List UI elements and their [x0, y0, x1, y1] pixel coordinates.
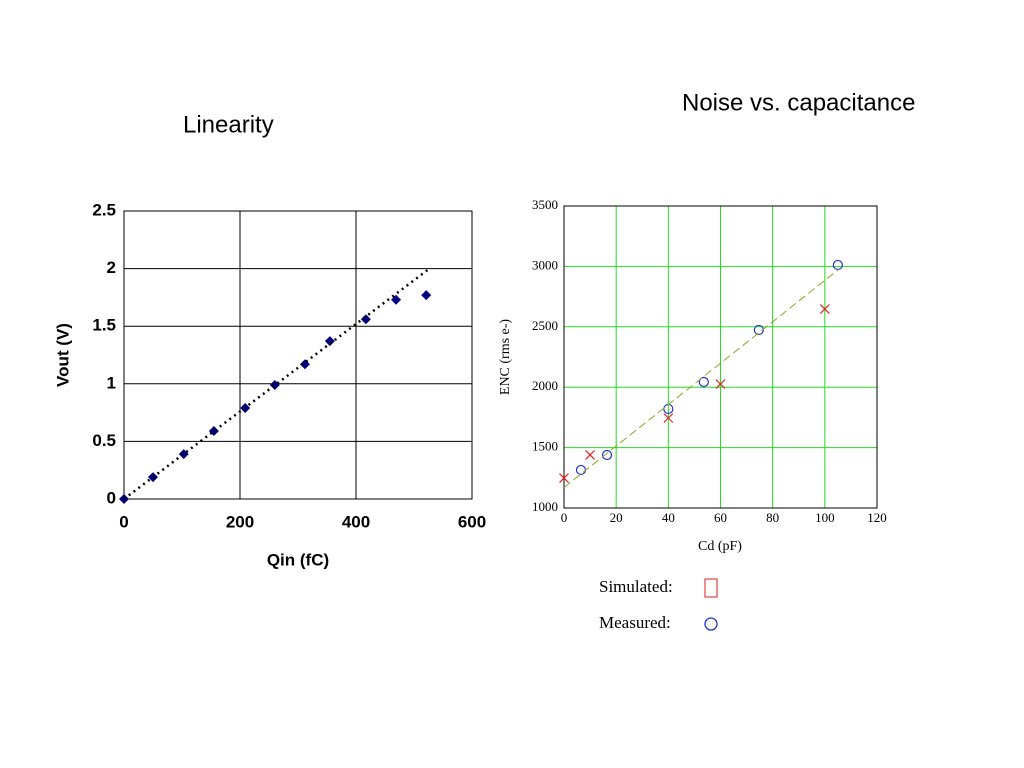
point	[585, 450, 596, 460]
chart-title: Linearity	[183, 111, 274, 138]
y-tick-label: 1500	[532, 439, 558, 454]
legend-marker	[704, 617, 718, 631]
y-tick-label: 1000	[532, 499, 558, 514]
x-tick-label: 400	[342, 512, 370, 531]
x-axis-label: Cd (pF)	[698, 539, 742, 554]
x-tick-label: 600	[458, 512, 486, 531]
point	[601, 449, 613, 461]
point	[421, 290, 432, 301]
x-tick-label: 80	[766, 510, 779, 525]
y-axis-label: ENC (rms e-)	[498, 319, 513, 396]
y-tick-label: 3500	[532, 197, 558, 212]
y-tick-label: 1.5	[92, 316, 116, 335]
x-tick-label: 60	[714, 510, 727, 525]
legend-marker	[704, 578, 718, 598]
point	[832, 259, 843, 271]
x-tick-label: 0	[119, 512, 128, 531]
legend-label: Simulated:	[599, 577, 673, 596]
y-tick-label: 2000	[532, 378, 558, 393]
y-tick-label: 2500	[532, 318, 558, 333]
plot-border	[123, 210, 473, 500]
y-tick-label: 2	[107, 258, 116, 277]
point	[753, 324, 764, 336]
fit-line	[563, 269, 839, 488]
x-tick-label: 0	[561, 510, 568, 525]
point	[575, 464, 587, 476]
plot-border	[563, 205, 878, 509]
y-tick-label: 0.5	[92, 431, 116, 450]
point	[819, 304, 830, 314]
y-tick-label: 0	[107, 488, 116, 507]
y-tick-label: 3000	[532, 257, 558, 272]
point	[208, 426, 219, 437]
point	[715, 379, 726, 389]
x-tick-label: 100	[815, 510, 835, 525]
point	[559, 473, 569, 483]
x-axis-label: Qin (fC)	[267, 550, 329, 569]
point	[663, 413, 674, 423]
chart-title: Noise vs. capacitance	[682, 89, 915, 116]
point	[360, 314, 371, 325]
point	[324, 336, 335, 347]
legend-label: Measured:	[599, 613, 671, 632]
y-axis-label: Vout (V)	[53, 323, 72, 387]
y-tick-label: 2.5	[92, 200, 116, 219]
x-tick-label: 40	[662, 510, 675, 525]
x-tick-label: 120	[867, 510, 887, 525]
x-tick-label: 200	[226, 512, 254, 531]
x-tick-label: 20	[610, 510, 623, 525]
point	[698, 376, 709, 388]
y-tick-label: 1	[107, 373, 116, 392]
